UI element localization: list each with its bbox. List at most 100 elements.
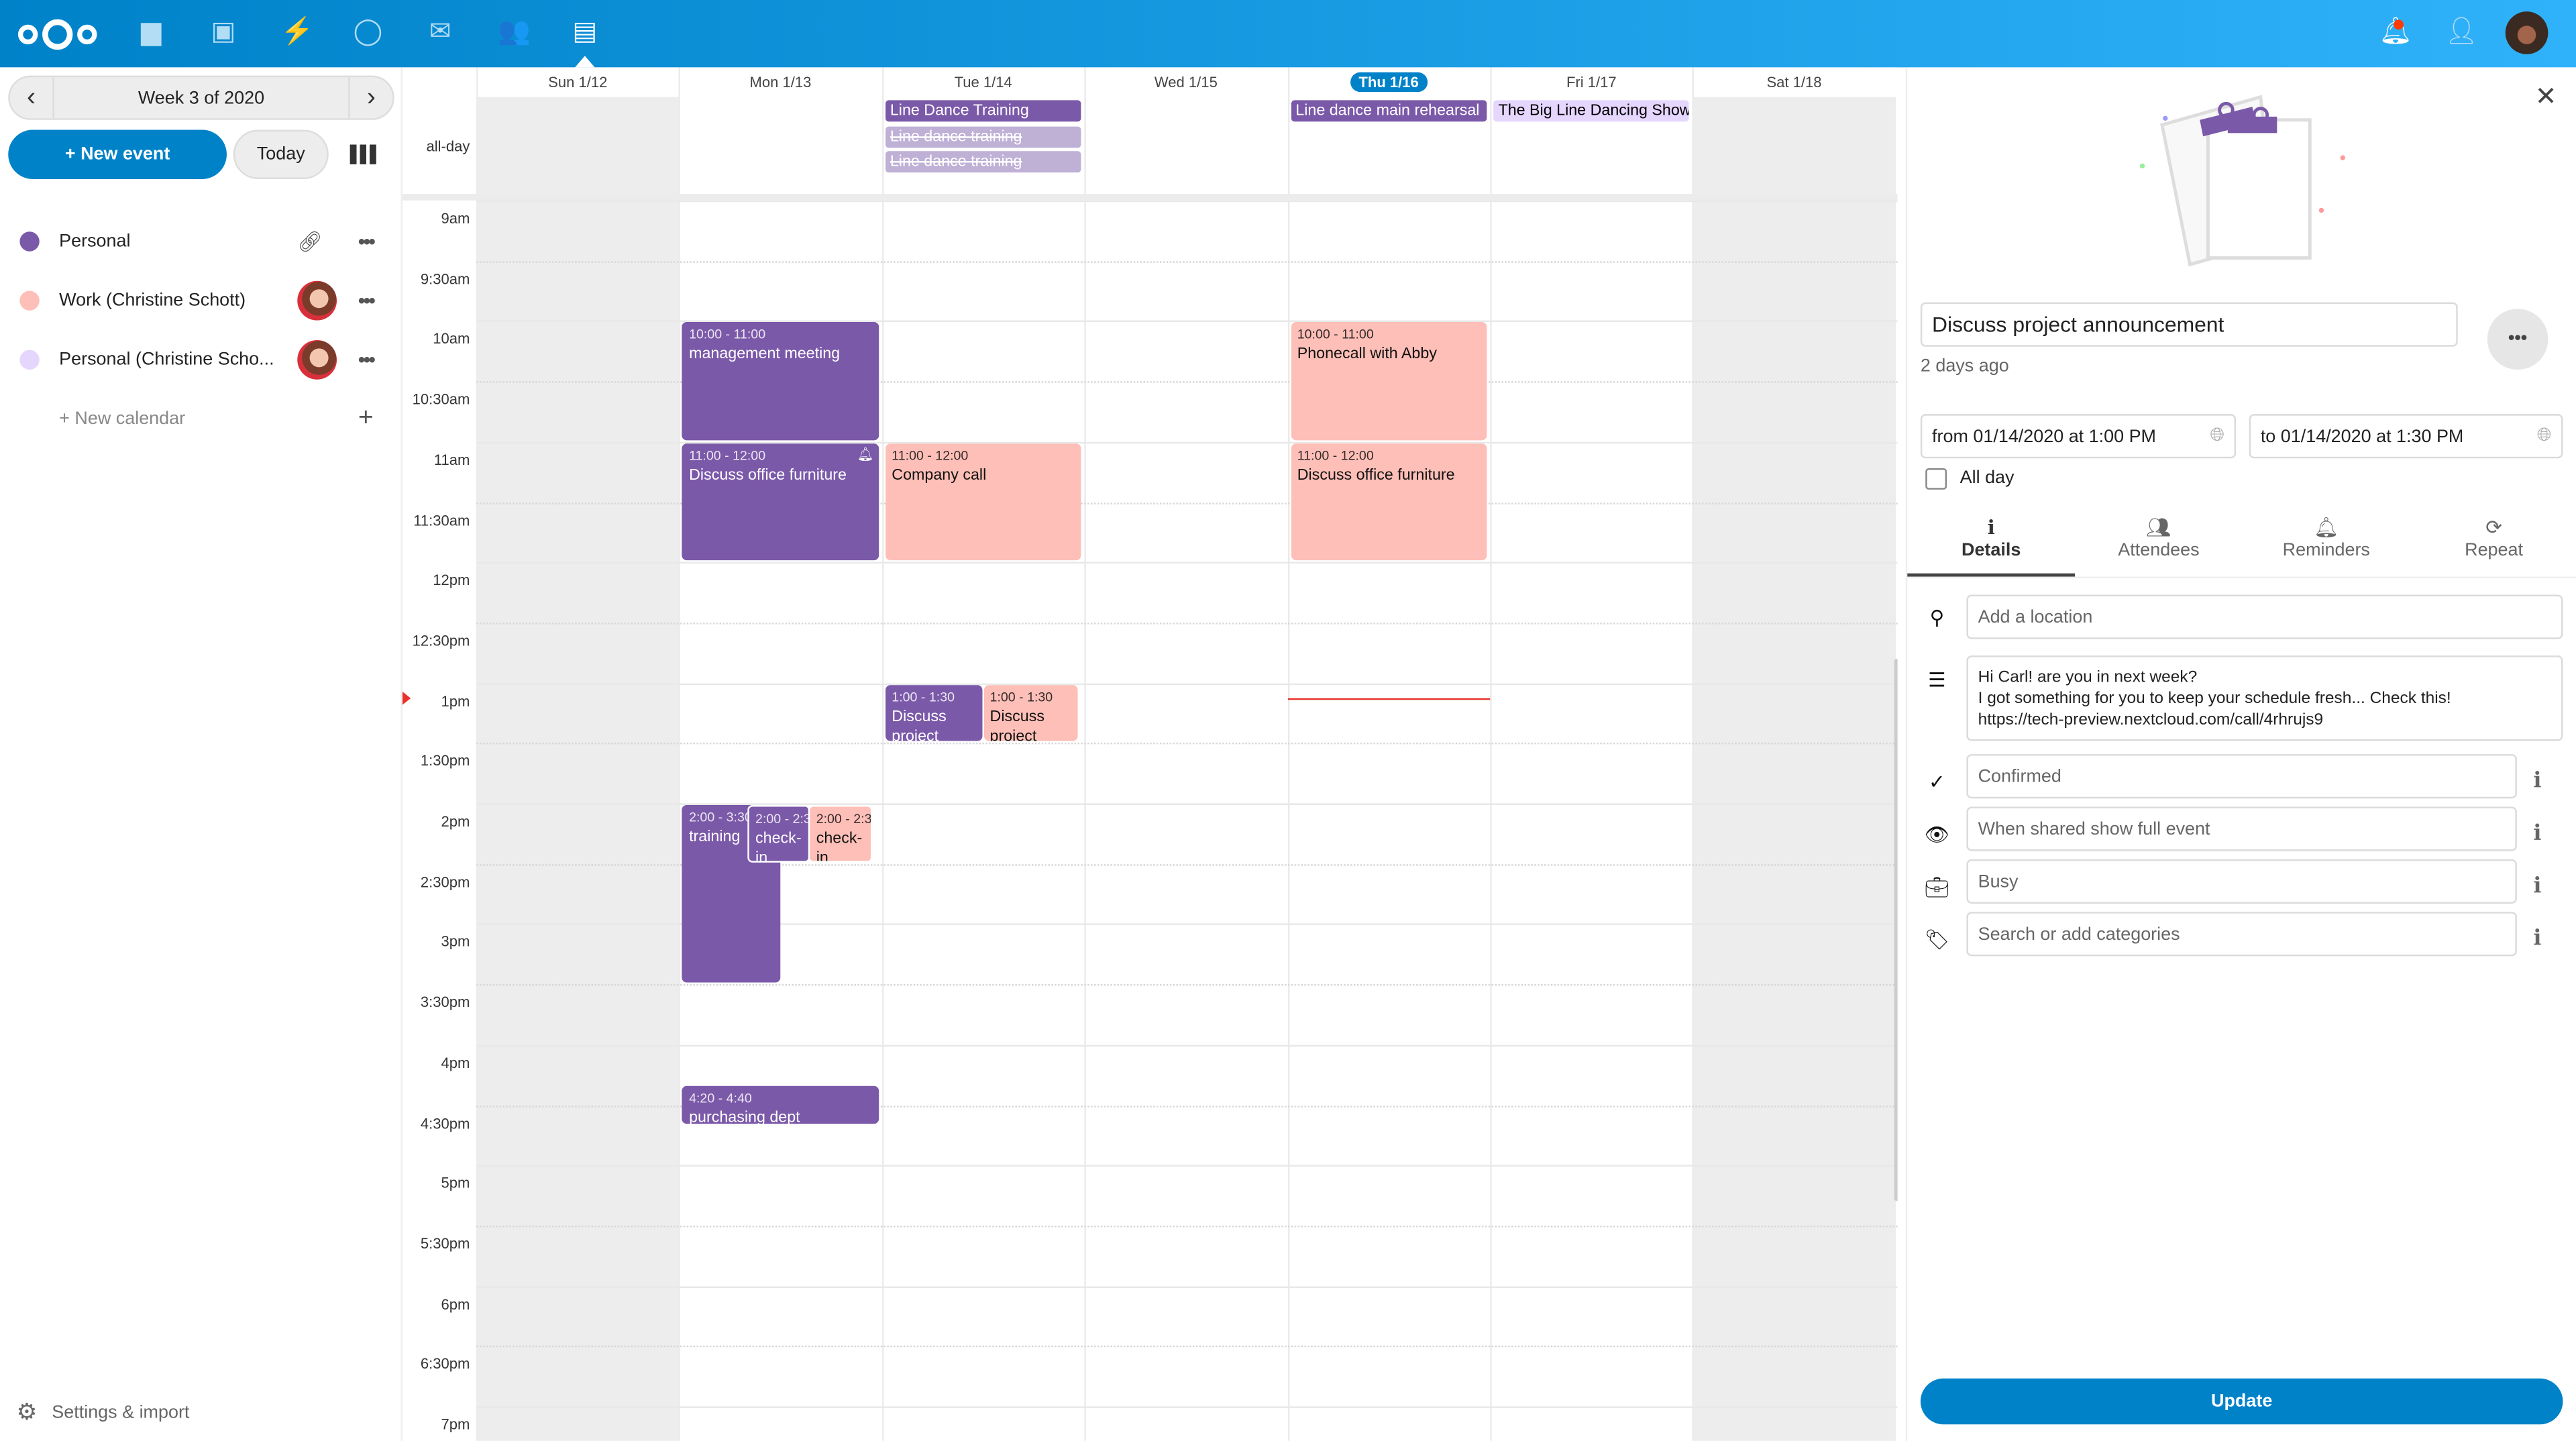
day-header[interactable]: Sun 1/12 [476,67,679,97]
all-day-event[interactable]: The Big Line Dancing Show [1493,100,1690,122]
all-day-checkbox[interactable] [1925,468,1947,490]
all-day-event[interactable]: Line dance training [885,151,1081,173]
timezone-globe-icon[interactable]: 🌐︎ [2210,425,2224,445]
calendar-color-dot[interactable] [19,231,40,252]
nextcloud-logo[interactable] [16,16,98,52]
week-label[interactable]: Week 3 of 2020 [138,88,265,108]
location-icon: ⚲ [1929,606,1945,629]
calendar-event[interactable]: 10:00 - 11:00 management meeting [682,322,879,440]
status-select[interactable]: Confirmed [1966,754,2517,799]
day-label: Tue 1/14 [954,74,1012,91]
user-avatar[interactable] [2505,11,2548,54]
settings-button[interactable]: ⚙ Settings & import [16,1398,189,1426]
end-date-input[interactable]: to 01/14/2020 at 1:30 PM 🌐︎ [2249,414,2563,459]
calendar-event[interactable]: 1:00 - 1:30 Discuss project announcement [885,684,983,742]
calendar-event[interactable]: 4:20 - 4:40 purchasing dept [682,1086,879,1124]
calendar-item-work[interactable]: Work (Christine Schott) ••• [0,271,402,330]
event-time: 10:00 - 11:00 [1297,327,1374,343]
view-switcher-icon[interactable] [350,144,376,164]
event-time: 1:00 - 1:30 [892,689,955,704]
all-day-event[interactable]: Line dance training [885,125,1081,148]
calendar-item-personal-shared[interactable]: Personal (Christine Scho... ••• [0,330,402,389]
calendar-event[interactable]: 10:00 - 11:00 Phonecall with Abby [1290,322,1487,440]
day-header[interactable]: Fri 1/17 [1490,67,1693,97]
more-icon[interactable]: ••• [358,348,376,372]
update-button[interactable]: Update [1920,1378,2563,1425]
tab-label: Repeat [2465,540,2524,561]
time-label: 11am [433,451,470,468]
link-icon[interactable]: 🔗︎ [297,229,323,254]
hour-line [476,1285,1898,1288]
info-icon[interactable]: i [2533,769,2542,794]
week-view: Sun 1/12 Mon 1/13 Tue 1/14 Wed 1/15 Thu 1/16… [402,67,1898,1441]
talk-icon[interactable]: ◯ [353,17,383,46]
start-date-input[interactable]: from 01/14/2020 at 1:00 PM 🌐︎ [1920,414,2237,459]
hour-line [476,441,1898,443]
all-day-divider [402,193,1898,201]
time-label: 2pm [441,813,470,830]
weekend-column [1693,97,1896,1441]
location-input[interactable]: Add a location [1966,594,2563,639]
time-label: 5pm [441,1175,470,1191]
day-header[interactable]: Wed 1/15 [1085,67,1287,97]
tab-label: Reminders [2282,540,2370,561]
column-divider [1693,67,1695,1441]
new-calendar-button[interactable]: + New calendar + [0,389,402,448]
plus-icon[interactable]: + [358,404,374,433]
calendar-event[interactable]: 2:00 - 2:30 check-in [808,805,873,862]
column-divider [679,67,681,1441]
more-icon[interactable]: ••• [358,229,376,254]
calendar-color-dot[interactable] [19,290,40,311]
calendar-event[interactable]: 11:00 - 12:00 Discuss office furniture 🔔︎ [682,443,879,561]
day-header[interactable]: Sat 1/18 [1693,67,1895,97]
calendar-event[interactable]: 11:00 - 12:00 Discuss office furniture [1290,443,1487,561]
mail-icon[interactable]: ✉ [429,17,451,46]
contacts-menu-icon[interactable]: 👤︎ [2445,17,2478,46]
tab-reminders[interactable]: 🔔︎ Reminders [2243,515,2410,577]
hour-line [476,1406,1898,1408]
calendar-event[interactable]: 1:00 - 1:30 Discuss project [983,684,1078,742]
timezone-globe-icon[interactable]: 🌐︎ [2536,425,2552,445]
calendar-color-dot[interactable] [19,350,40,370]
tab-attendees[interactable]: 👥︎ Attendees [2075,515,2243,577]
day-header[interactable]: Thu 1/16 [1287,67,1490,97]
contacts-icon[interactable]: 👥 [498,17,531,46]
availability-select[interactable]: Busy [1966,859,2517,904]
eye-icon: 👁︎ [1924,822,1950,847]
today-button[interactable]: Today [233,129,329,179]
calendar-icon[interactable]: ▤ [572,17,598,46]
half-hour-line [476,1225,1898,1228]
tab-details[interactable]: i Details [1907,515,2076,577]
half-hour-line [476,502,1898,504]
more-actions-button[interactable]: ••• [2487,309,2548,370]
event-title-input[interactable]: Discuss project announcement [1920,302,2458,347]
all-day-event[interactable]: Line Dance Training [885,100,1081,122]
day-header[interactable]: Tue 1/14 [882,67,1085,97]
calendar-event[interactable]: 11:00 - 12:00 Company call [885,443,1081,561]
calendar-event[interactable]: 2:00 - 2:30 check-in [747,805,810,862]
calendar-item-personal[interactable]: Personal 🔗︎ ••• [0,212,402,271]
day-header[interactable]: Mon 1/13 [679,67,881,97]
photos-icon[interactable]: ▣ [211,17,236,46]
close-icon[interactable]: ✕ [2534,83,2557,112]
event-title: check-in [755,829,802,862]
description-textarea[interactable]: Hi Carl! are you in next week? I got som… [1966,655,2563,741]
next-week-button[interactable]: › [348,77,392,119]
info-icon[interactable]: i [2533,873,2542,899]
files-icon[interactable]: ▆ [141,17,162,46]
all-day-event[interactable]: Line dance main rehearsal [1290,100,1487,122]
activity-icon[interactable]: ⚡ [280,17,314,46]
info-icon[interactable]: i [2533,821,2542,847]
info-icon[interactable]: i [2533,926,2542,951]
event-illustration [2139,95,2345,267]
new-calendar-label: + New calendar [59,409,186,429]
more-icon[interactable]: ••• [358,289,376,313]
new-event-button[interactable]: + New event [8,129,227,179]
previous-week-button[interactable]: ‹ [10,77,54,119]
alarm-icon: 🔔︎ [857,446,874,462]
visibility-select[interactable]: When shared show full event [1966,806,2517,851]
tab-repeat[interactable]: ⟳ Repeat [2410,515,2576,577]
categories-input[interactable]: Search or add categories [1966,912,2517,957]
time-label: 4:30pm [420,1114,470,1132]
scrollbar[interactable] [1894,659,1898,1202]
